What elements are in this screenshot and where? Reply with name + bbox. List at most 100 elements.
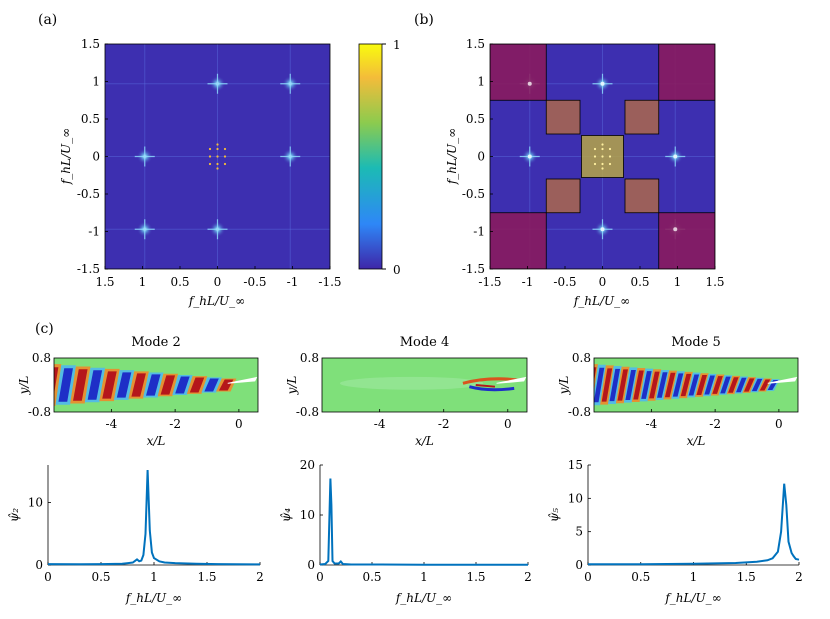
spectrum-line — [47, 469, 261, 566]
vortex-core — [759, 379, 771, 391]
vortex-core — [633, 370, 644, 400]
vortex-core — [146, 374, 161, 396]
vortex-core — [594, 367, 605, 403]
spectrum-ylabel: ψ̂₄ — [279, 508, 293, 522]
x-tick-label: 1 — [674, 275, 682, 289]
panel-b-xlabel: f_hL/U_∞ — [573, 294, 630, 308]
peak-overlay — [527, 154, 532, 159]
central-dot — [601, 162, 604, 166]
y-tick-label: -1 — [88, 225, 100, 239]
vortex-core — [189, 377, 205, 393]
y-tick-label: -1.5 — [462, 262, 485, 276]
vortex-core — [58, 368, 73, 402]
central-dot — [593, 155, 597, 158]
spectrum-line — [319, 478, 528, 566]
central-dot — [223, 155, 227, 158]
y-tick-label: -1 — [473, 225, 485, 239]
y-tick-label: 1 — [477, 75, 485, 89]
x-tick-label: 0 — [214, 275, 222, 289]
x-tick-label: 1.5 — [466, 570, 485, 584]
shear-layer-mid — [475, 384, 496, 388]
y-tick-label: 0.8 — [572, 351, 591, 365]
y-tick-label: -0.8 — [568, 405, 591, 419]
y-tick-label: 0 — [92, 150, 100, 164]
panel-a-ylabel: f_hL/U_∞ — [59, 128, 73, 185]
vortex-core — [696, 374, 708, 396]
y-tick-label: 0 — [35, 558, 43, 572]
colorbar-gradient — [358, 43, 383, 270]
central-dot — [608, 147, 612, 151]
peak-overlay — [600, 227, 605, 232]
panel-b-heatmap: -1.5 -1 -0.5 0 0.5 1 1.5 1.5 1 0.5 0 -0.5 -1 -1.5 f_… — [445, 37, 725, 308]
x-tick-label: 2 — [524, 570, 532, 584]
x-tick-label: 0.5 — [362, 570, 381, 584]
x-tick-label: 0.5 — [91, 570, 110, 584]
central-dot — [208, 162, 212, 166]
mode-5-panel: Mode 5 -4 -2 0 0.8 -0.8 x/L y/L — [557, 335, 799, 448]
x-tick-label: -1.5 — [478, 275, 501, 289]
vortex-core — [736, 377, 747, 393]
shear-layer-upper — [462, 377, 518, 385]
central-dot — [216, 147, 219, 151]
airfoil-body — [767, 376, 798, 384]
region-brown — [624, 178, 660, 214]
y-tick-label: -1.5 — [77, 262, 100, 276]
x-tick-label: 0.5 — [170, 275, 189, 289]
airfoil-body — [227, 376, 258, 384]
central-dot — [216, 143, 219, 146]
mode-title: Mode 5 — [671, 335, 721, 350]
panel-a-heatmap: 1.5 1 0.5 0 -0.5 -1 -1.5 1.5 1 0.5 0 -0.5 -1 -1.5 f_… — [59, 37, 342, 308]
colorbar-max-label: 1 — [393, 38, 401, 52]
y-tick-label: 0.5 — [466, 112, 485, 126]
vortex-core — [704, 375, 715, 395]
colorbar-min-label: 0 — [393, 263, 401, 277]
spectrum-line — [588, 483, 800, 566]
vortex-core — [680, 373, 692, 397]
x-tick-label: 1 — [150, 570, 158, 584]
y-tick-label: 0 — [477, 150, 485, 164]
region-magenta — [490, 44, 547, 101]
central-dot — [223, 162, 227, 166]
spectrum-xlabel: f_hL/U_∞ — [125, 591, 182, 605]
panel-label-a: (a) — [38, 12, 57, 28]
x-tick-label: 2 — [795, 570, 803, 584]
x-tick-label: -0.5 — [243, 275, 266, 289]
central-dot — [608, 155, 612, 158]
x-tick-label: -1 — [287, 275, 299, 289]
central-dot — [601, 147, 604, 151]
mode-ylabel: y/L — [17, 376, 31, 396]
central-dot — [216, 155, 219, 158]
y-tick-label: 15 — [568, 458, 583, 472]
y-tick-label: 10 — [568, 491, 583, 505]
central-dot — [223, 147, 227, 151]
mode-frame — [321, 357, 528, 413]
vortex-core — [160, 375, 176, 395]
mode-2-panel: Mode 2 -4 -2 0 0.8 -0.8 x/L y/L — [17, 335, 259, 448]
central-dot — [208, 147, 212, 151]
central-dot — [593, 147, 597, 151]
vortex-core — [743, 378, 755, 392]
x-tick-label: -2 — [709, 417, 721, 431]
y-tick-label: 5 — [575, 525, 583, 539]
region-magenta — [658, 44, 715, 101]
vortex-core — [657, 372, 668, 398]
vortex-core — [751, 378, 763, 392]
y-tick-label: 10 — [300, 508, 315, 522]
vortex-core — [672, 373, 684, 397]
vortex-core — [131, 373, 146, 397]
spectrum-ylabel: ψ̂₅ — [547, 508, 561, 522]
vortex-core — [728, 377, 739, 393]
vortex-core — [54, 367, 59, 395]
vortex-core — [649, 371, 660, 399]
vortex-core — [73, 369, 88, 401]
central-dot — [608, 162, 612, 166]
x-tick-label: -2 — [438, 417, 450, 431]
spectrum-xlabel: f_hL/U_∞ — [395, 591, 452, 605]
central-dot — [601, 155, 604, 158]
panel-a-xlabel: f_hL/U_∞ — [188, 294, 245, 308]
x-tick-label: 1 — [139, 275, 147, 289]
mode-ylabel: y/L — [557, 376, 571, 396]
y-tick-label: 10 — [28, 496, 43, 510]
x-tick-label: -0.5 — [553, 275, 576, 289]
